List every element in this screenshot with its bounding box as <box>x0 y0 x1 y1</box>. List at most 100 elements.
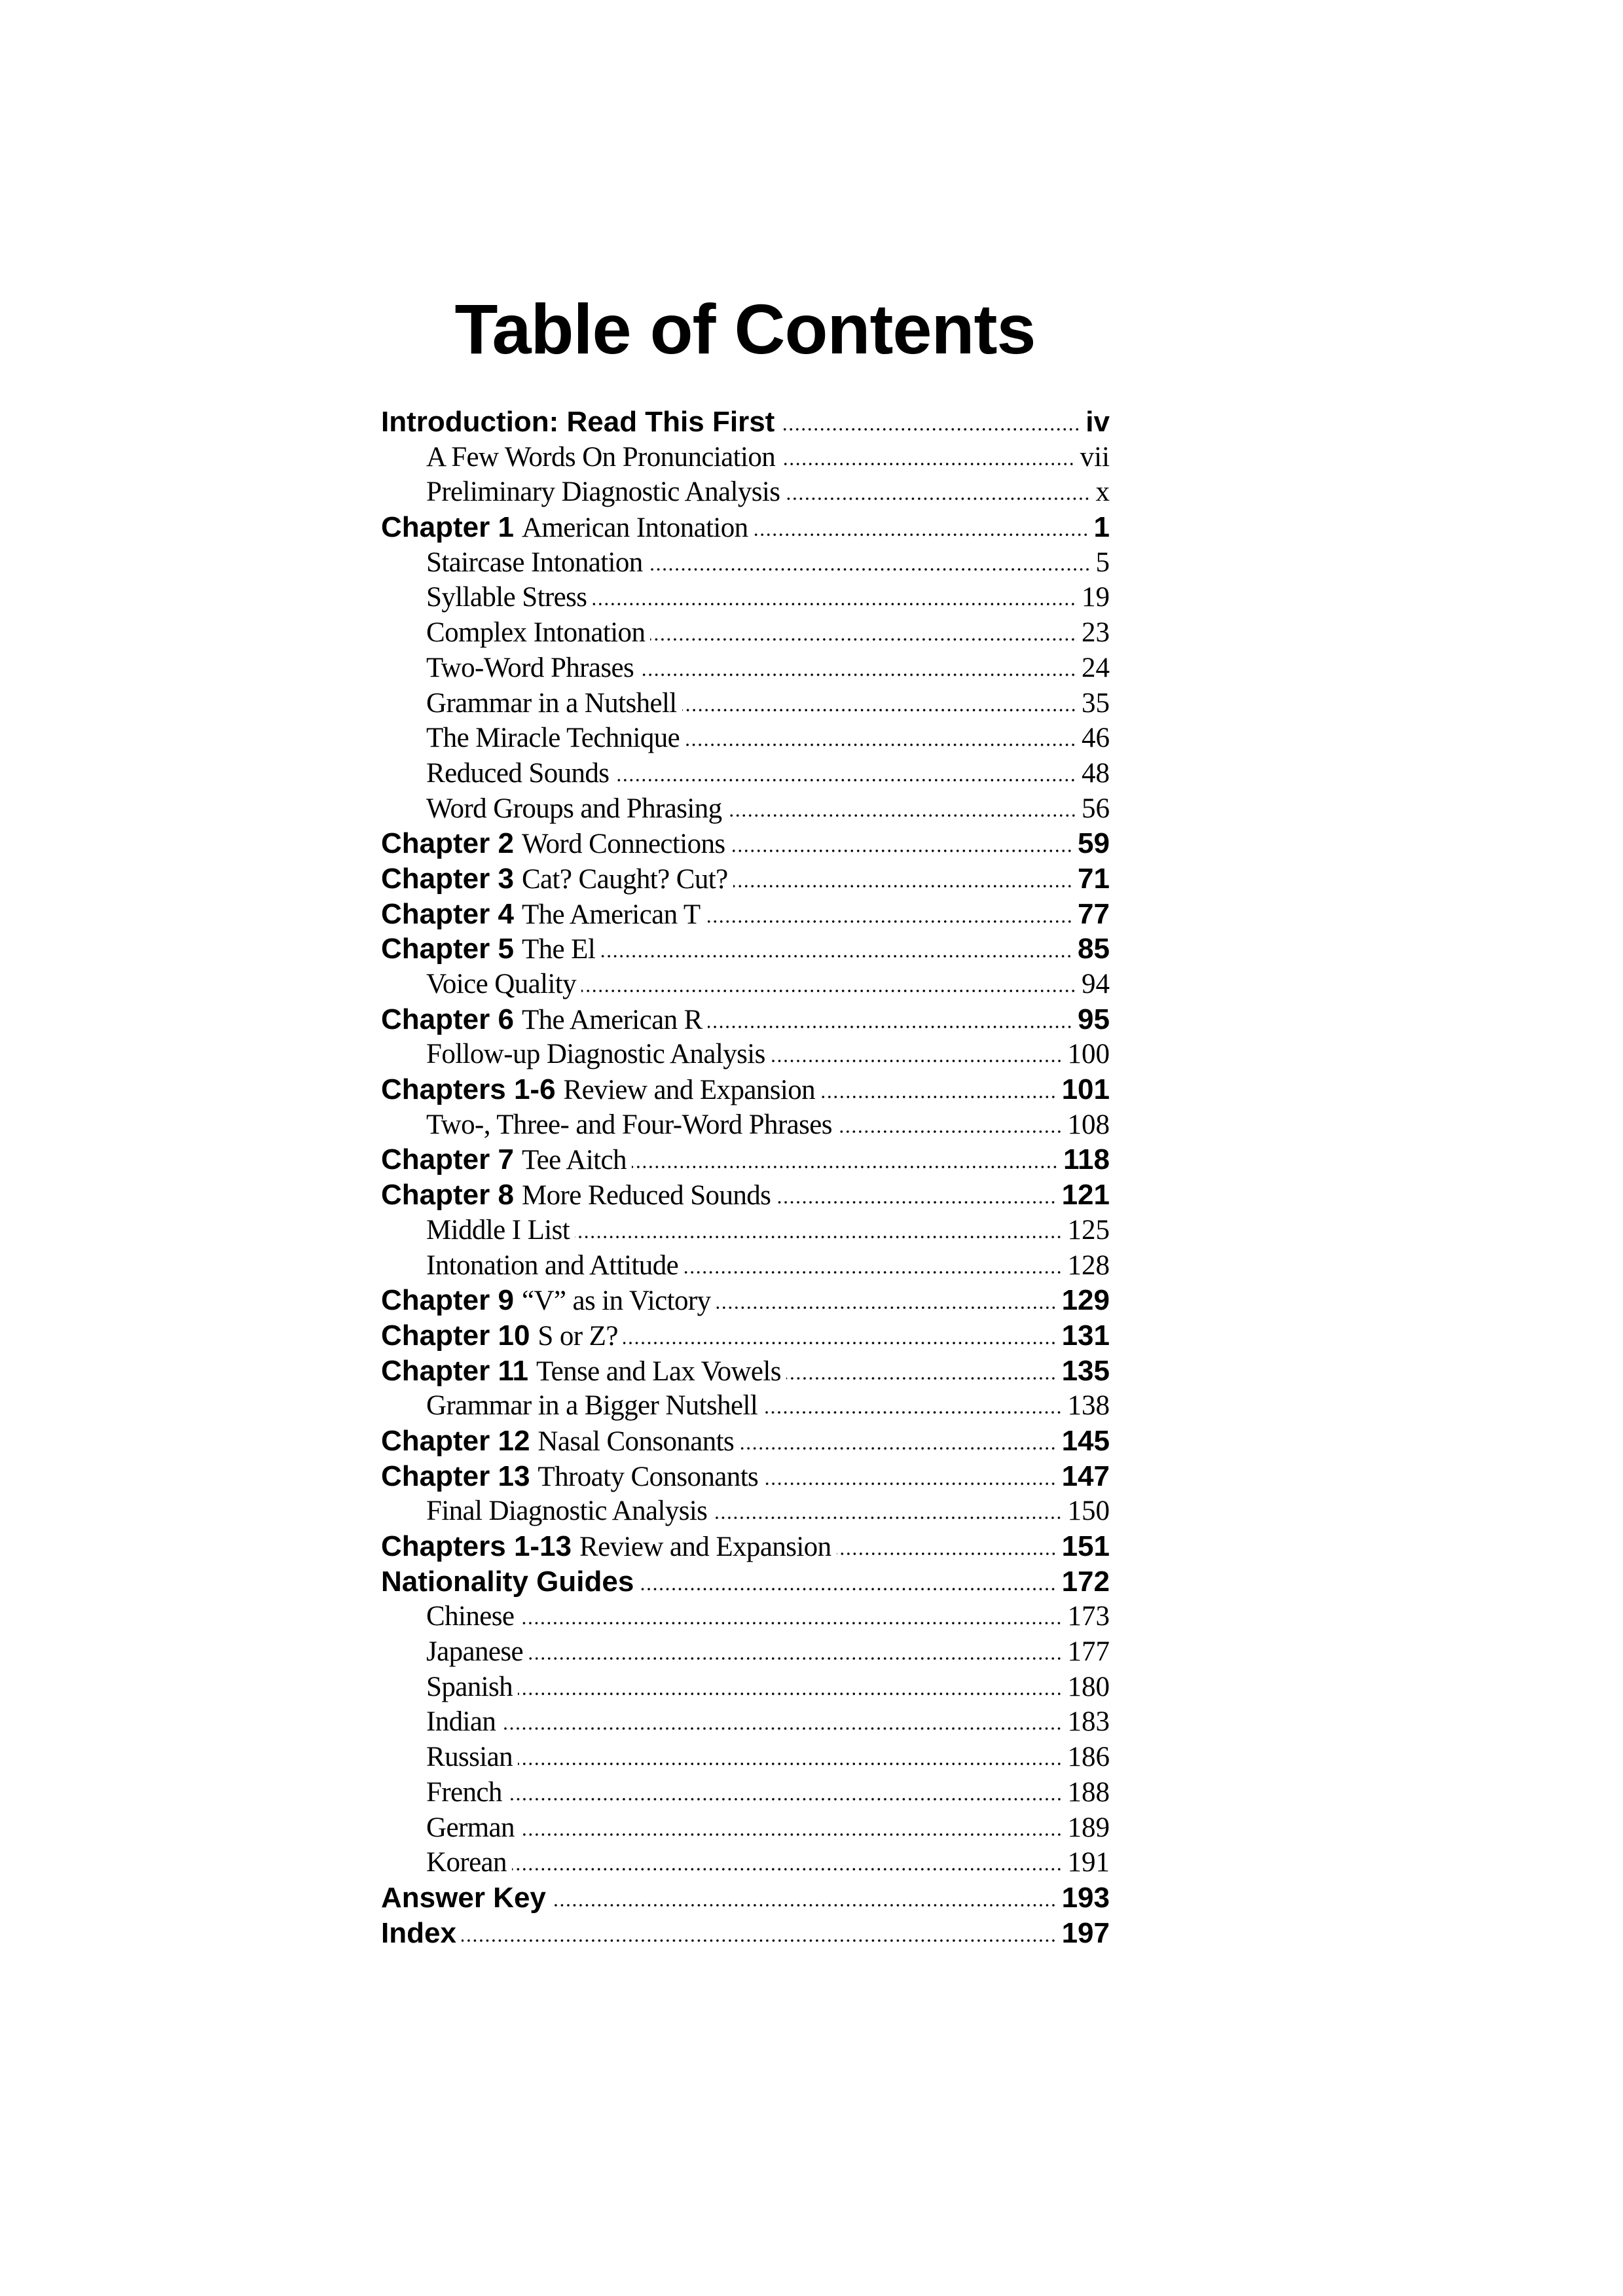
toc-entry[interactable]: Chapter 11 Tense and Lax Vowels 135 <box>381 1354 1110 1389</box>
toc-subentry[interactable]: A Few Words On Pronunciation vii <box>381 440 1110 475</box>
page-number: 121 <box>1061 1179 1110 1211</box>
entry-title: Voice Quality <box>426 969 577 999</box>
toc-subentry[interactable]: Voice Quality 94 <box>381 967 1110 1002</box>
toc-subentry[interactable]: German 189 <box>381 1810 1110 1846</box>
dot-leader <box>519 1832 1063 1837</box>
entry-label: Chapter 6 <box>381 1003 514 1035</box>
page-number: 46 <box>1082 723 1110 754</box>
toc-entry[interactable]: Chapter 2 Word Connections 59 <box>381 826 1110 861</box>
toc-entry[interactable]: Chapter 5 The El 85 <box>381 931 1110 967</box>
page-number: 189 <box>1067 1812 1110 1843</box>
page-number: 95 <box>1078 1003 1110 1035</box>
toc-subentry[interactable]: Grammar in a Bigger Nutshell 138 <box>381 1388 1110 1424</box>
toc-entry[interactable]: Chapter 8 More Reduced Sounds 121 <box>381 1177 1110 1213</box>
toc-subentry[interactable]: Reduced Sounds 48 <box>381 756 1110 791</box>
toc-subentry[interactable]: Word Groups and Phrasing 56 <box>381 791 1110 827</box>
toc-entry[interactable]: Chapter 3 Cat? Caught? Cut? 71 <box>381 861 1110 897</box>
entry-label: Chapter 8 <box>381 1179 514 1211</box>
dot-leader <box>753 533 1089 537</box>
dot-leader <box>780 427 1081 431</box>
entry-label: Chapter 7 <box>381 1143 514 1176</box>
toc-subentry[interactable]: Chinese 173 <box>381 1599 1110 1634</box>
toc-entry[interactable]: Index 197 <box>381 1916 1110 1951</box>
dot-leader <box>551 1903 1057 1907</box>
toc-subentry[interactable]: Indian 183 <box>381 1704 1110 1740</box>
page-number: 173 <box>1067 1601 1110 1632</box>
page-number: 94 <box>1082 969 1110 999</box>
toc-entry[interactable]: Chapter 10 S or Z? 131 <box>381 1318 1110 1354</box>
toc-subentry[interactable]: Preliminary Diagnostic Analysis x <box>381 475 1110 510</box>
toc-subentry[interactable]: Middle I List 125 <box>381 1213 1110 1248</box>
entry-title: Syllable Stress <box>426 582 587 613</box>
entry-title: Tense and Lax Vowels <box>536 1355 782 1387</box>
toc-subentry[interactable]: Complex Intonation 23 <box>381 615 1110 651</box>
dot-leader <box>528 1657 1063 1661</box>
toc-entry[interactable]: Nationality Guides 172 <box>381 1564 1110 1600</box>
entry-title: The Miracle Technique <box>426 723 680 754</box>
toc-subentry[interactable]: The Miracle Technique 46 <box>381 721 1110 756</box>
page-number: 100 <box>1067 1039 1110 1070</box>
entry-title: Chinese <box>426 1601 515 1632</box>
page-number: 128 <box>1067 1249 1110 1281</box>
entry-title: Complex Intonation <box>426 617 646 649</box>
page-number: 108 <box>1067 1109 1110 1140</box>
dot-leader <box>763 1481 1057 1486</box>
dot-leader <box>730 849 1073 853</box>
toc-entry[interactable]: Chapter 12 Nasal Consonants 145 <box>381 1424 1110 1459</box>
toc-subentry[interactable]: Intonation and Attitude 128 <box>381 1248 1110 1283</box>
page-number: 48 <box>1082 757 1110 789</box>
dot-leader <box>837 1129 1063 1134</box>
dot-leader <box>631 1165 1059 1170</box>
toc-entry[interactable]: Chapter 4 The American T 77 <box>381 897 1110 932</box>
entry-label: Chapter 5 <box>381 933 514 965</box>
entry-title: The American R <box>521 1004 702 1035</box>
toc-entry[interactable]: Chapter 7 Tee Aitch 118 <box>381 1142 1110 1177</box>
toc-subentry[interactable]: Final Diagnostic Analysis 150 <box>381 1494 1110 1529</box>
toc-subentry[interactable]: Syllable Stress 19 <box>381 580 1110 615</box>
entry-title: Intonation and Attitude <box>426 1249 679 1281</box>
page-number: 186 <box>1067 1742 1110 1773</box>
page-number: 177 <box>1067 1636 1110 1668</box>
entry-label: Chapter 9 <box>381 1284 514 1317</box>
entry-title: Throaty Consonants <box>538 1461 759 1492</box>
toc-subentry[interactable]: Two-, Three- and Four-Word Phrases 108 <box>381 1107 1110 1143</box>
toc-subentry[interactable]: Russian 186 <box>381 1740 1110 1775</box>
entry-title: More Reduced Sounds <box>521 1180 771 1211</box>
entry-title: The American T <box>521 899 701 930</box>
dot-leader <box>501 1727 1063 1731</box>
page-number: 191 <box>1067 1847 1110 1878</box>
toc-entry[interactable]: Chapter 9 “V” as in Victory 129 <box>381 1283 1110 1318</box>
page-number: 77 <box>1078 897 1110 930</box>
page-number: 147 <box>1061 1460 1110 1492</box>
dot-leader <box>682 708 1076 712</box>
dot-leader <box>575 1234 1063 1239</box>
entry-title: Middle I List <box>426 1214 570 1246</box>
toc-entry[interactable]: Chapter 13 Throaty Consonants 147 <box>381 1459 1110 1494</box>
toc-entry[interactable]: Chapters 1-13 Review and Expansion 151 <box>381 1529 1110 1564</box>
dot-leader <box>707 1024 1073 1029</box>
entry-label: Chapter 12 <box>381 1424 530 1457</box>
toc-subentry[interactable]: Korean 191 <box>381 1845 1110 1880</box>
toc-subentry[interactable]: Staircase Intonation 5 <box>381 545 1110 581</box>
toc-entry[interactable]: Chapter 1 American Intonation 1 <box>381 510 1110 545</box>
toc-subentry[interactable]: Two-Word Phrases 24 <box>381 651 1110 686</box>
entry-label: Index <box>381 1916 456 1949</box>
page-number: 59 <box>1078 827 1110 860</box>
page-number: 150 <box>1067 1496 1110 1527</box>
toc-subentry[interactable]: Grammar in a Nutshell 35 <box>381 686 1110 721</box>
toc-entry[interactable]: Chapters 1-6 Review and Expansion 101 <box>381 1072 1110 1107</box>
toc-subentry[interactable]: Spanish 180 <box>381 1670 1110 1705</box>
entry-title: Russian <box>426 1742 513 1773</box>
page-number: 193 <box>1061 1881 1110 1914</box>
dot-leader <box>705 919 1073 924</box>
toc-entry[interactable]: Introduction: Read This First iv <box>381 404 1110 440</box>
toc-entry[interactable]: Answer Key 193 <box>381 1880 1110 1916</box>
entry-title: S or Z? <box>538 1320 618 1352</box>
page-number: 23 <box>1082 617 1110 649</box>
toc-entry[interactable]: Chapter 6 The American R 95 <box>381 1002 1110 1037</box>
page-number: 145 <box>1061 1424 1110 1457</box>
toc-subentry[interactable]: Japanese 177 <box>381 1634 1110 1670</box>
toc-subentry[interactable]: Follow-up Diagnostic Analysis 100 <box>381 1037 1110 1072</box>
entry-title: Indian <box>426 1706 496 1738</box>
toc-subentry[interactable]: French 188 <box>381 1775 1110 1810</box>
